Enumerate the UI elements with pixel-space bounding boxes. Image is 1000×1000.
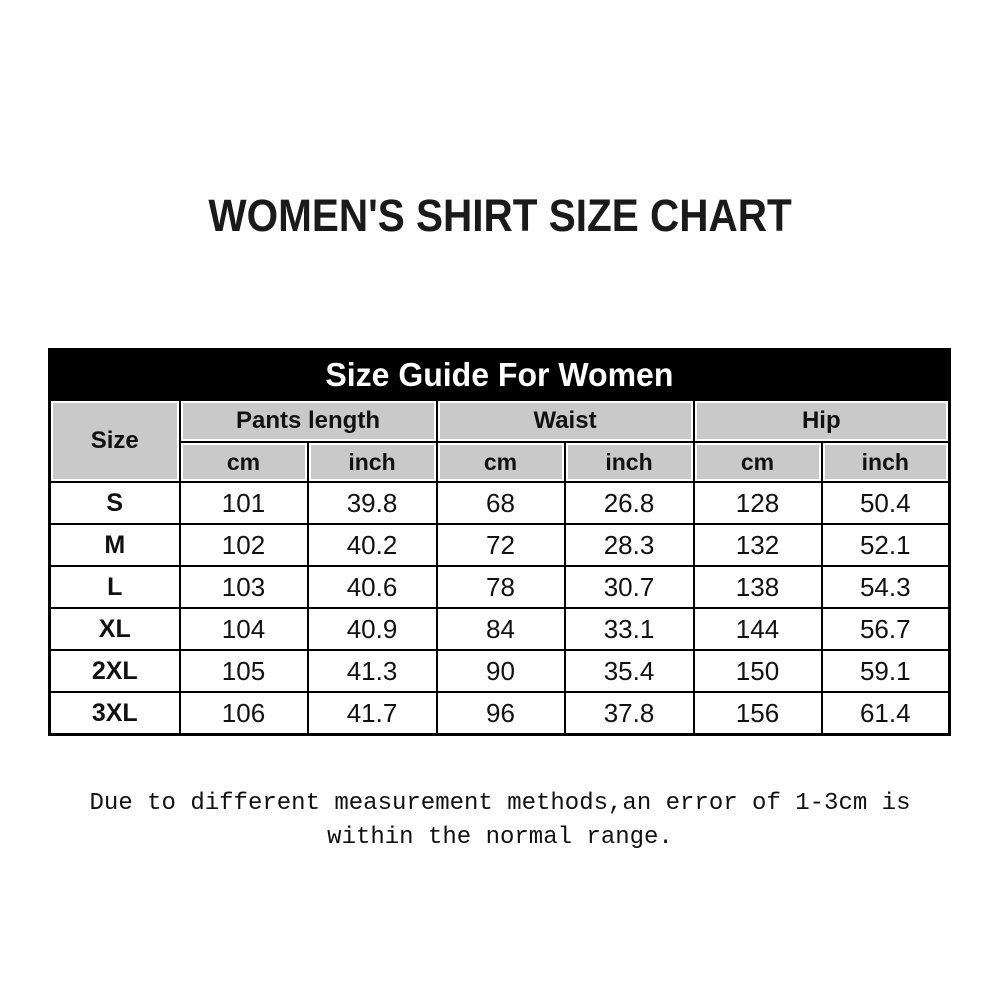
- value-cell: 90: [435, 649, 566, 693]
- value-cell: 105: [178, 649, 309, 693]
- unit-header-waist-cm: cm: [435, 441, 566, 483]
- value-cell: 61.4: [820, 691, 951, 736]
- size-guide-table: Size Guide For Women Size Pants length W…: [48, 348, 952, 736]
- group-header-row: Size Pants length Waist Hip: [48, 399, 951, 483]
- value-cell: 150: [692, 649, 823, 693]
- value-cell: 39.8: [306, 481, 438, 525]
- value-cell: 40.9: [306, 607, 438, 651]
- size-label: L: [48, 565, 181, 609]
- value-cell: 40.6: [306, 565, 438, 609]
- unit-header-hip-cm: cm: [692, 441, 823, 483]
- page-title-text: WOMEN'S SHIRT SIZE CHART: [208, 190, 792, 241]
- value-cell: 138: [692, 565, 823, 609]
- value-cell: 41.3: [306, 649, 438, 693]
- value-cell: 30.7: [563, 565, 695, 609]
- unit-header-pants-cm: cm: [178, 441, 309, 483]
- unit-header-waist-inch: inch: [563, 441, 695, 483]
- disclaimer-line-2: within the normal range.: [327, 824, 673, 851]
- value-cell: 103: [178, 565, 309, 609]
- measurement-disclaimer: Due to different measurement methods,an …: [0, 787, 1000, 855]
- size-label: 2XL: [48, 649, 181, 693]
- size-label: S: [48, 481, 181, 525]
- value-cell: 59.1: [820, 649, 951, 693]
- corner-header-size: Size: [48, 399, 181, 483]
- value-cell: 101: [178, 481, 309, 525]
- value-cell: 41.7: [306, 691, 438, 736]
- value-cell: 52.1: [820, 523, 951, 567]
- value-cell: 84: [435, 607, 566, 651]
- value-cell: 72: [435, 523, 566, 567]
- value-cell: 50.4: [820, 481, 951, 525]
- value-cell: 40.2: [306, 523, 438, 567]
- table-caption: Size Guide For Women: [48, 348, 951, 401]
- value-cell: 96: [435, 691, 566, 736]
- value-cell: 128: [692, 481, 823, 525]
- size-label: XL: [48, 607, 181, 651]
- value-cell: 156: [692, 691, 823, 736]
- value-cell: 68: [435, 481, 566, 525]
- value-cell: 35.4: [563, 649, 695, 693]
- table-caption-text: Size Guide For Women: [325, 356, 674, 393]
- value-cell: 37.8: [563, 691, 695, 736]
- table-row-s: S 101 39.8 68 26.8 128 50.4: [48, 481, 951, 525]
- value-cell: 104: [178, 607, 309, 651]
- group-header-waist: Waist: [435, 399, 695, 443]
- value-cell: 106: [178, 691, 309, 736]
- value-cell: 28.3: [563, 523, 695, 567]
- size-label: M: [48, 523, 181, 567]
- unit-header-hip-inch: inch: [820, 441, 951, 483]
- table-row-l: L 103 40.6 78 30.7 138 54.3: [48, 565, 951, 609]
- unit-header-pants-inch: inch: [306, 441, 438, 483]
- table-row-xl: XL 104 40.9 84 33.1 144 56.7: [48, 607, 951, 651]
- value-cell: 54.3: [820, 565, 951, 609]
- size-label: 3XL: [48, 691, 181, 736]
- value-cell: 102: [178, 523, 309, 567]
- table-row-3xl: 3XL 106 41.7 96 37.8 156 61.4: [48, 691, 951, 736]
- page-title: WOMEN'S SHIRT SIZE CHART: [0, 190, 1000, 242]
- value-cell: 33.1: [563, 607, 695, 651]
- disclaimer-line-1: Due to different measurement methods,an …: [89, 790, 911, 817]
- group-header-pants-length: Pants length: [178, 399, 438, 443]
- unit-header-row: cm inch cm inch cm inch: [50, 441, 951, 483]
- table-caption-row: Size Guide For Women: [48, 348, 951, 401]
- value-cell: 144: [692, 607, 823, 651]
- group-header-hip: Hip: [692, 399, 951, 443]
- value-cell: 56.7: [820, 607, 951, 651]
- value-cell: 132: [692, 523, 823, 567]
- table-row-m: M 102 40.2 72 28.3 132 52.1: [48, 523, 951, 567]
- value-cell: 26.8: [563, 481, 695, 525]
- value-cell: 78: [435, 565, 566, 609]
- table-row-2xl: 2XL 105 41.3 90 35.4 150 59.1: [48, 649, 951, 693]
